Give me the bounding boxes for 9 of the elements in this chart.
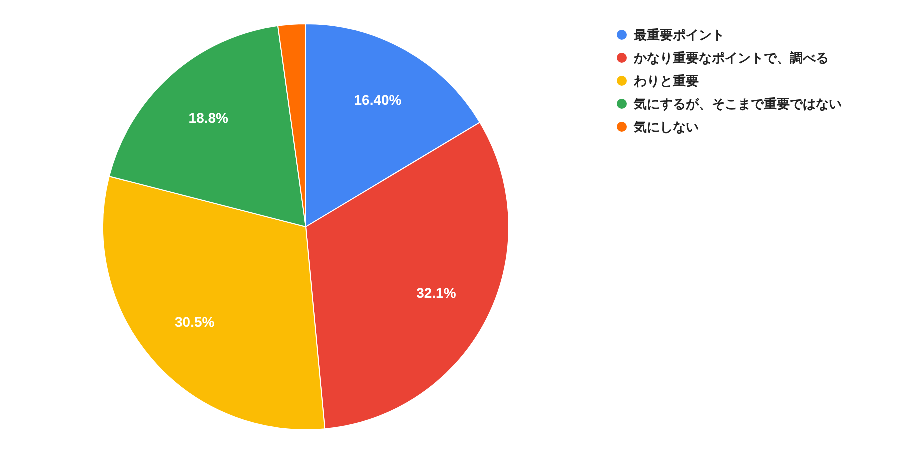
legend-label: 最重要ポイント xyxy=(633,28,725,42)
legend-label: わりと重要 xyxy=(633,74,699,88)
data-label: 30.5% xyxy=(175,314,216,330)
legend-label: 気にするが、そこまで重要ではない xyxy=(633,96,842,112)
legend-label: 気にしない xyxy=(633,120,699,134)
legend-label: かなり重要なポイントで、調べる xyxy=(633,50,829,66)
data-label: 16.40% xyxy=(354,92,402,108)
data-label: 32.1% xyxy=(416,284,457,301)
data-label: 18.8% xyxy=(188,110,230,126)
